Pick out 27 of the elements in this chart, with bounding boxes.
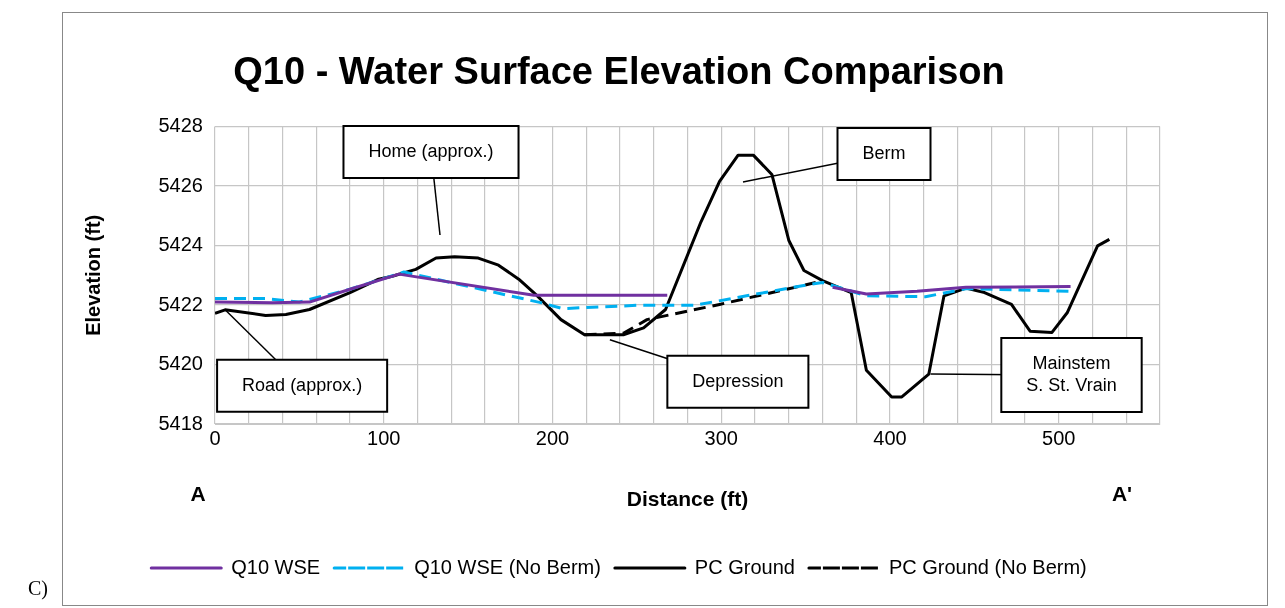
x-tick-label: 300 — [704, 426, 738, 449]
x-tick-label: 100 — [367, 426, 401, 449]
annotation: Mainstem S. St. Vrain — [1026, 353, 1117, 396]
y-tick-label: 5422 — [158, 292, 203, 315]
x-axis-title: Distance (ft) — [626, 487, 749, 511]
y-tick-label: 5428 — [158, 114, 203, 137]
text: A — [190, 481, 206, 505]
x-tick-label: 0 — [209, 426, 221, 449]
text: C) — [28, 577, 48, 601]
chart-title: Q10 - Water Surface Elevation Comparison — [233, 50, 1005, 93]
x-tick-label: 400 — [873, 426, 907, 449]
y-tick-label: 5420 — [158, 352, 203, 375]
legend-label: PC Ground (No Berm) — [888, 555, 1087, 578]
annotation: Road (approx.) — [242, 374, 363, 395]
y-tick-label: 5424 — [158, 233, 203, 256]
x-tick-label: 200 — [535, 426, 570, 449]
text: A' — [1111, 481, 1133, 505]
y-tick-label: 5418 — [158, 411, 203, 434]
annotation: Home (approx.) — [368, 140, 494, 161]
legend-label: Q10 WSE — [231, 555, 321, 578]
legend-label: Q10 WSE (No Berm) — [414, 555, 601, 578]
y-axis-title: Elevation (ft) — [81, 214, 104, 336]
x-tick-label: 500 — [1042, 426, 1076, 449]
y-tick-label: 5426 — [158, 173, 203, 196]
annotation: Berm — [862, 142, 906, 163]
annotation: Depression — [692, 370, 784, 391]
legend-label: PC Ground — [694, 555, 795, 578]
